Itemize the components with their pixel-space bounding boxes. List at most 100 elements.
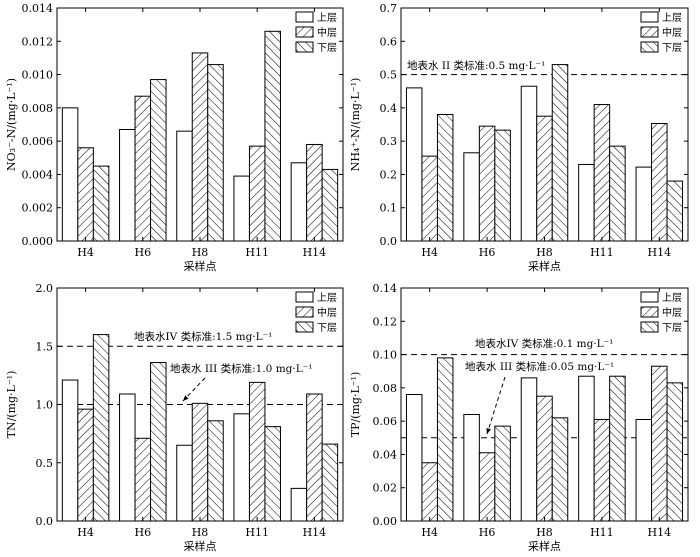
- legend-swatch: [640, 11, 659, 23]
- bar-H14-上层: [290, 487, 308, 522]
- x-axis-label: 采样点: [528, 539, 561, 553]
- y-tick-label: 2.0: [36, 282, 54, 295]
- y-tick-label: 0.5: [36, 457, 54, 470]
- x-tick-label: H4: [77, 246, 94, 259]
- chart-panel-1: 0.000 0.002 0.004 0.006 0.008 0.010 0.012 0.014…: [5, 2, 344, 273]
- bar-H4-中层: [77, 147, 94, 242]
- reference-line-label: 地表水IV 类标准:0.1 mg·L⁻¹: [475, 337, 613, 350]
- y-tick-label: 0.002: [22, 202, 54, 215]
- reference-line-label: 地表水 III 类标准:1.0 mg·L⁻¹: [170, 362, 312, 375]
- x-tick-label: H8: [536, 246, 553, 259]
- y-tick-label: 1.5: [36, 340, 54, 353]
- legend-label: 下层: [317, 42, 337, 54]
- plot-frame: [400, 287, 689, 522]
- y-tick-label: 0.0: [36, 515, 54, 528]
- legend-label: 上层: [317, 292, 337, 304]
- y-tick-label: 0.004: [22, 168, 54, 181]
- x-tick-label: H11: [245, 526, 269, 539]
- y-tick-label: 0.3: [380, 135, 398, 148]
- y-tick-label: 0.06: [373, 415, 398, 428]
- bar-H6-中层: [134, 437, 152, 522]
- y-tick-label: 0.0: [380, 235, 398, 248]
- legend-swatch: [640, 306, 659, 318]
- bar-H4-上层: [61, 379, 79, 522]
- x-tick-label: H6: [479, 246, 496, 259]
- bar-H8-上层: [520, 377, 538, 522]
- bar-H11-上层: [233, 413, 250, 522]
- bar-H6-下层: [150, 79, 167, 242]
- plot-frame: [56, 287, 344, 522]
- bar-H11-上层: [578, 163, 595, 242]
- chart-panel-4: 0.00 0.02 0.04 0.06 0.08 0.10 0.12 0.14 H4 H6 H8 H1…: [349, 282, 689, 553]
- bar-H8-中层: [536, 395, 553, 522]
- x-tick-label: H8: [192, 526, 209, 539]
- x-tick-label: H4: [421, 246, 438, 259]
- legend-swatch: [295, 41, 314, 53]
- bar-H14-中层: [306, 393, 323, 522]
- y-tick-label: 0.4: [380, 102, 398, 115]
- bar-H6-中层: [134, 95, 152, 242]
- annotation-arrow: [486, 376, 506, 435]
- bar-H4-上层: [405, 87, 423, 242]
- bar-H4-中层: [421, 155, 438, 242]
- x-tick-label: H6: [135, 246, 152, 259]
- x-tick-label: H14: [648, 526, 672, 539]
- y-tick-label: 0.6: [380, 35, 398, 48]
- x-tick-label: H11: [590, 526, 614, 539]
- bar-H11-中层: [593, 104, 611, 242]
- legend-label: 下层: [317, 322, 337, 334]
- bar-H4-下层: [436, 114, 454, 242]
- y-axis-label: TP/(mg·L⁻¹): [349, 372, 362, 438]
- bar-H14-下层: [666, 180, 684, 242]
- plot-frame: [56, 7, 344, 242]
- y-tick-label: 0.008: [22, 102, 54, 115]
- bar-H8-下层: [551, 64, 569, 242]
- annotation-arrowhead: [183, 395, 189, 401]
- bar-H11-下层: [264, 30, 281, 242]
- y-tick-label: 0.000: [22, 235, 54, 248]
- chart-panel-2: 0.0 0.1 0.2 0.3 0.4 0.5 0.6 0.7 H4 H6 H8 H11 H14 采样点 N…: [349, 2, 689, 273]
- bar-H6-上层: [463, 152, 480, 242]
- y-tick-label: 0.1: [380, 202, 398, 215]
- bar-H6-下层: [150, 362, 167, 522]
- bar-H6-上层: [119, 393, 136, 522]
- x-axis-label: 采样点: [528, 259, 561, 273]
- legend-label: 上层: [662, 292, 682, 304]
- legend-label: 中层: [317, 26, 337, 39]
- bar-H8-下层: [207, 64, 224, 242]
- bar-H8-上层: [520, 85, 538, 242]
- bar-H8-中层: [191, 52, 209, 242]
- bar-H8-中层: [191, 402, 209, 522]
- bar-H6-下层: [494, 129, 511, 242]
- y-tick-label: 0.2: [380, 168, 398, 181]
- bar-H8-下层: [551, 417, 569, 522]
- x-axis-label: 采样点: [184, 259, 217, 273]
- bar-H6-上层: [119, 128, 136, 242]
- bar-H4-上层: [405, 394, 423, 522]
- y-tick-label: 0.08: [373, 382, 398, 395]
- legend-swatch: [295, 11, 314, 23]
- y-tick-label: 0.00: [373, 515, 398, 528]
- annotation-arrow: [182, 377, 206, 402]
- legend-label: 下层: [662, 322, 682, 334]
- x-axis-label: 采样点: [184, 539, 217, 553]
- legend-swatch: [640, 321, 659, 333]
- legend-swatch: [640, 291, 659, 303]
- bar-H11-中层: [248, 381, 266, 522]
- y-tick-label: 0.010: [22, 69, 54, 82]
- y-tick-label: 0.14: [373, 282, 398, 295]
- y-tick-label: 0.012: [22, 35, 54, 48]
- legend-swatch: [295, 291, 314, 303]
- reference-line-label: 地表水 II 类标准:0.5 mg·L⁻¹: [407, 59, 545, 72]
- legend-label: 中层: [662, 306, 682, 319]
- bar-H4-下层: [92, 334, 110, 522]
- legend-label: 下层: [662, 42, 682, 54]
- legend-swatch: [295, 321, 314, 333]
- bar-H11-上层: [233, 175, 250, 242]
- bar-H6-中层: [478, 452, 496, 522]
- bar-H11-下层: [609, 375, 626, 522]
- bar-H8-中层: [536, 115, 553, 242]
- bar-H14-上层: [635, 418, 653, 522]
- x-tick-label: H6: [135, 526, 152, 539]
- y-tick-label: 0.7: [380, 2, 398, 15]
